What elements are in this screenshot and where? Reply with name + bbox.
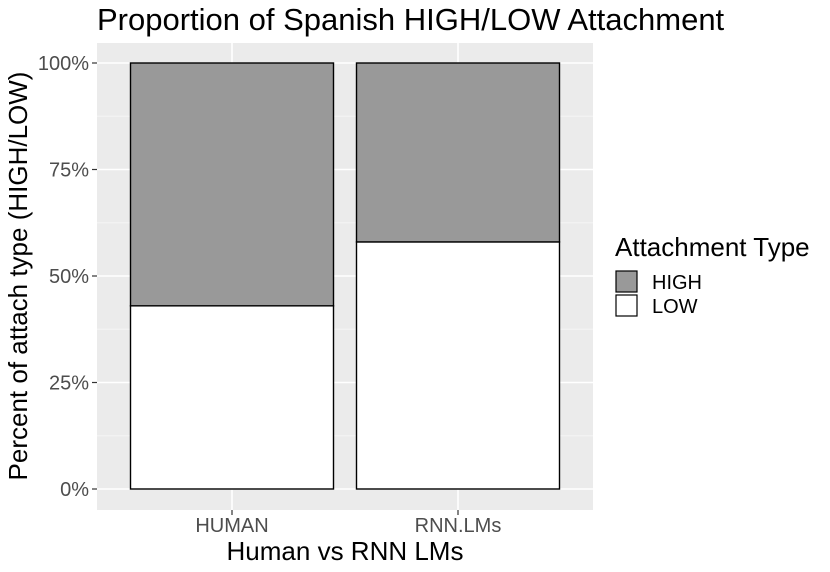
x-tick-label: RNN.LMs — [415, 515, 502, 537]
y-tick-label: 100% — [38, 53, 89, 75]
bar-low-human — [129, 305, 335, 490]
bar-high-rnn-lms — [355, 62, 561, 243]
y-tick-label: 25% — [49, 373, 89, 395]
chart-title: Proportion of Spanish HIGH/LOW Attachmen… — [97, 2, 725, 37]
y-axis: 0% 25% 50% 75% 100% — [38, 53, 97, 501]
legend-label-high: HIGH — [652, 272, 702, 294]
y-axis-title: Percent of attach type (HIGH/LOW) — [3, 72, 33, 481]
bars — [129, 62, 561, 490]
y-tick-label: 0% — [60, 479, 89, 501]
x-tick-label: HUMAN — [195, 515, 268, 537]
x-axis: HUMAN RNN.LMs — [195, 510, 501, 537]
x-axis-title: Human vs RNN LMs — [227, 536, 464, 566]
bar-low-rnn-lms — [355, 241, 561, 490]
legend-title: Attachment Type — [615, 232, 810, 262]
bar-high-human — [129, 62, 335, 307]
y-tick-label: 50% — [49, 266, 89, 288]
legend-label-low: LOW — [652, 296, 698, 318]
legend-key-high — [615, 270, 638, 293]
legend-key-low — [615, 294, 638, 317]
y-tick-label: 75% — [49, 160, 89, 182]
